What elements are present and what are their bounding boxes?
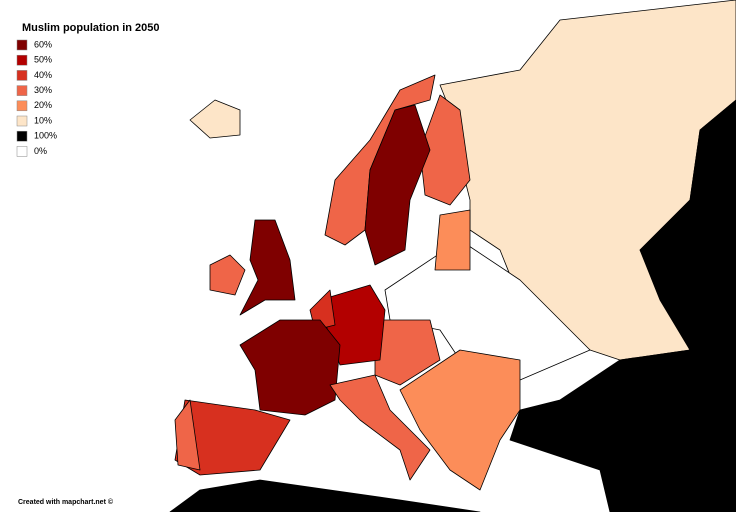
region — [364, 104, 431, 266]
legend-swatch — [16, 85, 28, 96]
legend-label: 40% — [34, 70, 52, 80]
region — [174, 399, 291, 476]
region — [174, 399, 201, 471]
region — [399, 349, 521, 491]
region — [434, 209, 471, 271]
region — [239, 319, 341, 416]
map-title: Muslim population in 2050 — [22, 22, 160, 34]
legend-swatch — [16, 54, 28, 66]
region — [209, 254, 246, 296]
legend-swatch — [16, 39, 28, 51]
credit: Created with mapchart.net © — [18, 498, 114, 506]
region — [374, 319, 441, 386]
legend-label: 100% — [34, 131, 57, 141]
legend: 60% 50% 40% 30% 20% 10% 100% 0% — [16, 39, 57, 157]
legend-label: 20% — [34, 100, 52, 110]
region — [419, 94, 471, 206]
legend-swatch — [16, 70, 28, 81]
legend-swatch — [16, 100, 28, 112]
legend-swatch — [16, 130, 28, 142]
region — [324, 74, 436, 246]
region — [169, 479, 481, 512]
region — [509, 99, 736, 512]
map-regions — [169, 0, 736, 512]
region — [239, 219, 296, 316]
legend-label: 10% — [34, 115, 52, 125]
legend-label: 0% — [34, 146, 47, 156]
region — [189, 99, 241, 139]
legend-swatch — [16, 146, 28, 157]
legend-label: 50% — [34, 55, 52, 65]
legend-swatch — [16, 115, 28, 127]
legend-label: 30% — [34, 85, 52, 95]
region — [329, 374, 431, 481]
legend-label: 60% — [34, 39, 52, 49]
